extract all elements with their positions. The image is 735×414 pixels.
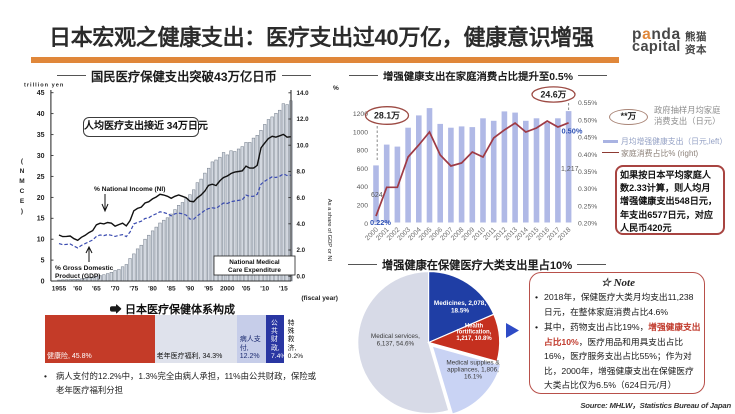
svg-text:600: 600 [357, 166, 369, 173]
svg-text:'75: '75 [129, 286, 138, 293]
svg-text:12.0: 12.0 [297, 116, 310, 123]
svg-text:25: 25 [37, 174, 45, 181]
svg-text:'60: '60 [73, 286, 82, 293]
svg-text:% Gross Domestic: % Gross Domestic [55, 265, 114, 272]
svg-text:0.25%: 0.25% [578, 203, 597, 210]
svg-text:'65: '65 [92, 286, 101, 293]
svg-text:0.50%: 0.50% [578, 117, 597, 124]
svg-text:Care Expenditure: Care Expenditure [228, 267, 281, 274]
svg-text:'70: '70 [111, 286, 120, 293]
svg-text:20: 20 [37, 195, 45, 202]
svg-text:appliances, 1,806,: appliances, 1,806, [447, 367, 499, 374]
svg-text:0.20%: 0.20% [578, 221, 597, 228]
svg-text:400: 400 [357, 184, 369, 191]
svg-text:'95: '95 [204, 286, 213, 293]
svg-text:Medical services,: Medical services, [371, 333, 420, 340]
svg-text:15: 15 [37, 216, 45, 223]
svg-text:0.50%: 0.50% [562, 127, 583, 136]
svg-text:800: 800 [357, 148, 369, 155]
svg-text:8.0: 8.0 [297, 169, 306, 176]
svg-text:0.30%: 0.30% [578, 186, 597, 193]
svg-text:'15: '15 [279, 286, 288, 293]
svg-text:0.55%: 0.55% [578, 100, 597, 107]
svg-text:%: % [333, 85, 339, 92]
svg-text:N: N [20, 168, 25, 175]
svg-text:2000: 2000 [220, 286, 235, 293]
svg-text:Product (GDP): Product (GDP) [55, 273, 100, 280]
svg-text:Medicines, 2,078,: Medicines, 2,078, [434, 300, 486, 307]
svg-text:): ) [21, 208, 23, 215]
svg-text:1,217: 1,217 [561, 166, 579, 173]
svg-text:'80: '80 [148, 286, 157, 293]
svg-text:45: 45 [37, 90, 45, 97]
svg-text:16.1%: 16.1% [464, 374, 482, 381]
svg-text:6,137, 54.6%: 6,137, 54.6% [377, 341, 415, 348]
svg-text:0: 0 [41, 279, 45, 286]
svg-text:624: 624 [371, 192, 383, 199]
svg-text:2.0: 2.0 [297, 247, 306, 254]
svg-text:2018: 2018 [557, 226, 573, 242]
svg-text:trillion yen: trillion yen [24, 83, 64, 89]
svg-text:'10: '10 [260, 286, 269, 293]
svg-text:'05: '05 [242, 286, 251, 293]
svg-text:14.0: 14.0 [297, 90, 310, 97]
svg-text:C: C [20, 188, 25, 195]
svg-text:1000: 1000 [353, 129, 368, 136]
svg-text:0.35%: 0.35% [578, 169, 597, 176]
svg-text:10: 10 [37, 237, 45, 244]
svg-text:M: M [19, 178, 24, 185]
svg-text:1955: 1955 [52, 286, 67, 293]
svg-text:E: E [20, 198, 25, 205]
svg-text:5: 5 [41, 258, 45, 265]
svg-text:24.6万: 24.6万 [541, 90, 567, 100]
svg-text:'85: '85 [167, 286, 176, 293]
svg-text:Medical supplies &: Medical supplies & [446, 360, 500, 367]
svg-text:35: 35 [37, 132, 45, 139]
svg-text:28.1万: 28.1万 [374, 111, 400, 121]
svg-text:1200: 1200 [353, 111, 368, 118]
svg-text:10.0: 10.0 [297, 142, 310, 149]
svg-text:'90: '90 [186, 286, 195, 293]
svg-text:200: 200 [357, 203, 369, 210]
svg-text:(fiscal year): (fiscal year) [301, 295, 338, 302]
svg-text:As a share of GDP or NI: As a share of GDP or NI [326, 199, 332, 262]
svg-text:% National Income (NI): % National Income (NI) [94, 186, 165, 193]
svg-text:0.22%: 0.22% [370, 218, 391, 227]
svg-text:National Medical: National Medical [229, 259, 280, 266]
svg-text:1,217, 10.8%: 1,217, 10.8% [456, 336, 492, 342]
svg-text:(: ( [21, 158, 24, 165]
svg-text:0: 0 [364, 221, 368, 228]
svg-text:30: 30 [37, 153, 45, 160]
svg-text:fortification,: fortification, [457, 330, 492, 336]
svg-text:0.0: 0.0 [297, 273, 306, 280]
svg-text:40: 40 [37, 111, 45, 118]
svg-text:4.0: 4.0 [297, 221, 306, 228]
svg-text:0.40%: 0.40% [578, 152, 597, 159]
svg-text:0.45%: 0.45% [578, 135, 597, 142]
svg-text:18.5%: 18.5% [451, 308, 469, 315]
svg-text:Health: Health [465, 324, 484, 330]
svg-text:6.0: 6.0 [297, 195, 306, 202]
